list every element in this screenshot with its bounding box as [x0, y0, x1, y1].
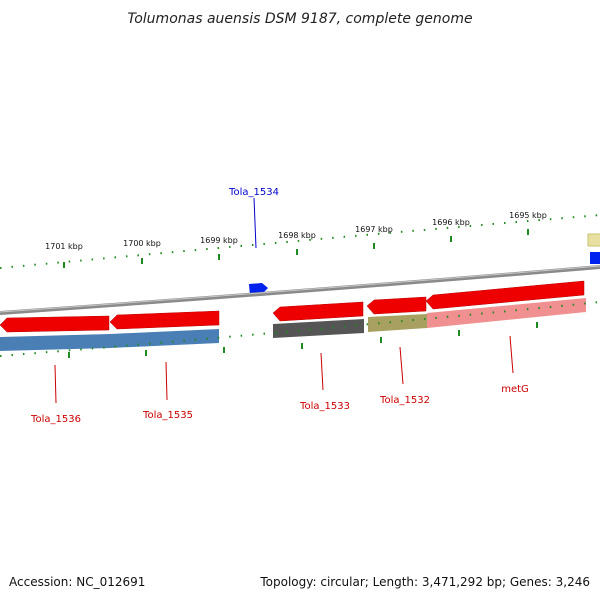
gene-tola1535: [109, 310, 220, 330]
cog-band-tola1535: [110, 329, 219, 348]
gene-metg: [425, 280, 585, 310]
map-title: Tolumonas auensis DSM 9187, complete gen…: [127, 11, 472, 27]
cog-band-tola1536: [0, 334, 110, 351]
gene-label-tola1532: Tola_1532: [379, 395, 430, 406]
gene-edge-blue: [590, 252, 600, 264]
kbp-label: 1698 kbp: [278, 231, 316, 240]
leader-tola1536: [54, 364, 57, 404]
cog-band-metg: [427, 298, 586, 328]
leader-metg: [509, 335, 514, 374]
leader-tola1532: [399, 346, 404, 385]
cog-edge-yellow: [587, 233, 600, 247]
kbp-label: 1695 kbp: [509, 211, 547, 220]
inner-tick-ring: [0, 301, 600, 358]
accession-text: Accession: NC_012691: [9, 575, 145, 589]
genome-backbone: [0, 265, 600, 315]
kbp-label: 1696 kbp: [432, 218, 470, 227]
gene-tola1533: [272, 301, 364, 322]
gene-label-tola1536: Tola_1536: [30, 414, 81, 425]
gene-label-tola1533: Tola_1533: [299, 401, 350, 412]
cog-band-tola1532: [368, 314, 427, 332]
leader-tola1535: [165, 361, 168, 401]
scale-ring: [0, 214, 600, 269]
kbp-label: 1701 kbp: [45, 242, 83, 251]
genome-summary-text: Topology: circular; Length: 3,471,292 bp…: [259, 575, 590, 589]
gene-tola1536: [0, 315, 110, 333]
kbp-label: 1697 kbp: [355, 225, 393, 234]
gene-label-metg: metG: [501, 384, 529, 395]
kbp-label: 1699 kbp: [200, 236, 238, 245]
gene-label-tola1534: Tola_1534: [228, 187, 279, 198]
gene-label-tola1535: Tola_1535: [142, 410, 193, 421]
leader-tola1534: [253, 197, 257, 249]
gene-tola1532: [366, 296, 427, 315]
cog-band-tola1533: [273, 319, 364, 338]
leader-tola1533: [320, 352, 324, 391]
kbp-label: 1700 kbp: [123, 239, 161, 248]
